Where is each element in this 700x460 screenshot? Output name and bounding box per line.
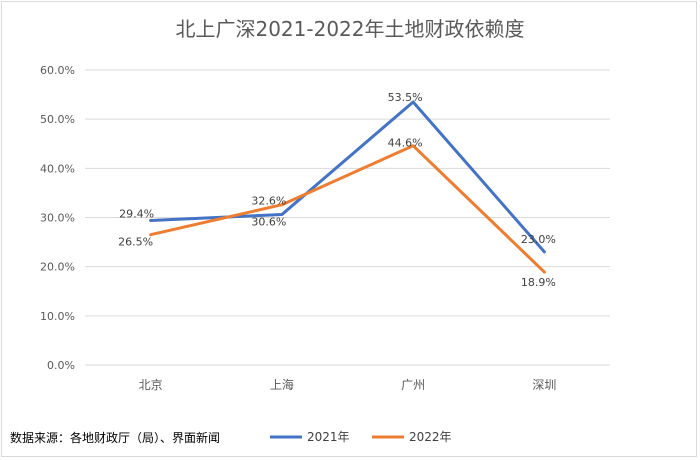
source-note: 数据来源：各地财政厅（局）、界面新闻 (10, 430, 220, 445)
y-tick-label: 20.0% (40, 261, 75, 274)
y-tick-label: 50.0% (40, 113, 75, 126)
data-label: 53.5% (388, 91, 423, 104)
data-label: 18.9% (521, 276, 556, 289)
x-axis-categories: 北京 上海 广州 深圳 (139, 377, 557, 392)
chart-title: 北上广深2021-2022年土地财政依赖度 (175, 17, 524, 41)
legend-label: 2022年 (409, 430, 452, 444)
data-label: 29.4% (119, 207, 154, 220)
y-tick-label: 0.0% (47, 359, 75, 372)
data-label: 32.6% (251, 195, 286, 208)
series-line-0 (149, 100, 546, 254)
y-tick-label: 60.0% (40, 64, 75, 77)
data-label: 44.6% (388, 137, 423, 150)
data-label: 30.6% (251, 216, 286, 229)
data-label: 26.5% (118, 236, 153, 249)
x-category-label: 广州 (401, 378, 425, 392)
data-label: 23.0% (521, 233, 556, 246)
gridlines (85, 69, 610, 366)
data-labels: 29.4% 30.6% 53.5% 23.0% 26.5% 32.6% 44.6% 18.9% (118, 91, 556, 289)
series-line-1 (149, 144, 546, 274)
x-category-label: 北京 (139, 378, 163, 392)
legend: 2021年 2022年 (270, 430, 452, 444)
x-category-label: 深圳 (532, 378, 556, 392)
y-tick-label: 30.0% (40, 212, 75, 225)
series-lines (149, 100, 546, 274)
x-category-label: 上海 (270, 377, 294, 392)
y-axis-ticks: 0.0% 10.0% 20.0% 30.0% 40.0% 50.0% 60.0% (40, 64, 75, 372)
y-tick-label: 10.0% (40, 310, 75, 323)
legend-label: 2021年 (307, 430, 350, 444)
y-tick-label: 40.0% (40, 162, 75, 175)
